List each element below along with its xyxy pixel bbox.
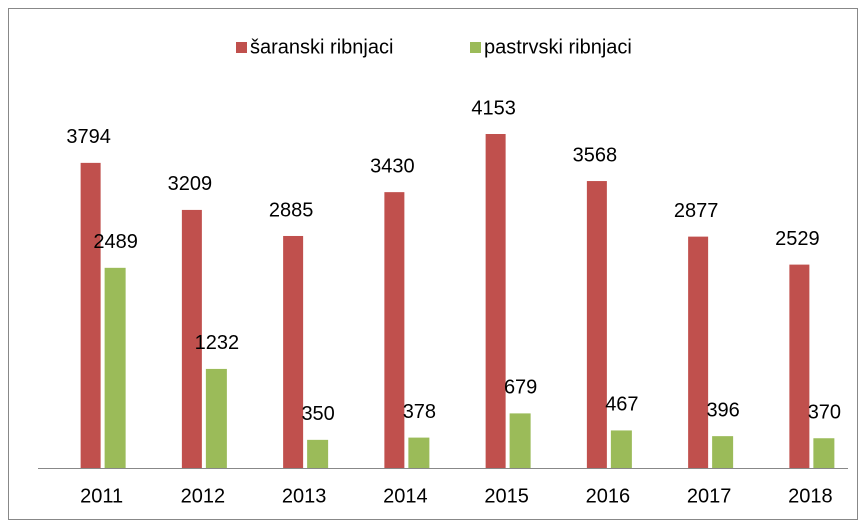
bar [181, 209, 202, 469]
x-tick-label: 2017 [687, 485, 732, 507]
x-tick-label: 2011 [80, 485, 123, 507]
data-label: 3430 [370, 155, 415, 177]
data-label: 370 [808, 402, 841, 424]
bar [712, 436, 734, 468]
x-tick-label: 2012 [181, 485, 226, 507]
data-label: 2529 [775, 228, 820, 250]
bar [485, 134, 506, 468]
bar [205, 368, 227, 468]
chart-frame [8, 8, 858, 520]
data-label: 378 [403, 401, 436, 423]
x-tick-label: 2014 [383, 485, 428, 507]
data-label: 679 [504, 377, 537, 399]
legend-label: pastrvski ribnjaci [484, 36, 632, 58]
data-label: 1232 [195, 332, 240, 354]
data-label: 4153 [471, 97, 516, 119]
bar [509, 413, 531, 468]
bar [813, 438, 835, 468]
x-tick-label: 2016 [586, 485, 631, 507]
data-label: 467 [605, 394, 638, 416]
data-label: 3794 [66, 126, 111, 148]
data-label: 2489 [93, 231, 138, 253]
bar [789, 264, 810, 468]
x-tick-label: 2013 [282, 485, 327, 507]
legend-label: šaranski ribnjaci [250, 36, 393, 58]
bar [586, 181, 607, 468]
bar [307, 439, 329, 468]
bar [610, 430, 632, 468]
x-tick-label: 2015 [484, 485, 529, 507]
x-tick-label: 2018 [788, 485, 833, 507]
data-label: 2877 [674, 200, 719, 222]
bar [104, 267, 126, 468]
data-label: 350 [301, 403, 334, 425]
bar [408, 437, 430, 468]
data-label: 396 [706, 399, 739, 421]
bar [80, 162, 101, 469]
bar [283, 235, 304, 468]
legend-swatch [470, 42, 481, 53]
legend-swatch [236, 42, 247, 53]
bar [384, 192, 405, 468]
data-label: 3568 [573, 144, 618, 166]
data-label: 3209 [168, 173, 213, 195]
data-label: 2885 [269, 199, 314, 221]
bar [688, 236, 709, 468]
